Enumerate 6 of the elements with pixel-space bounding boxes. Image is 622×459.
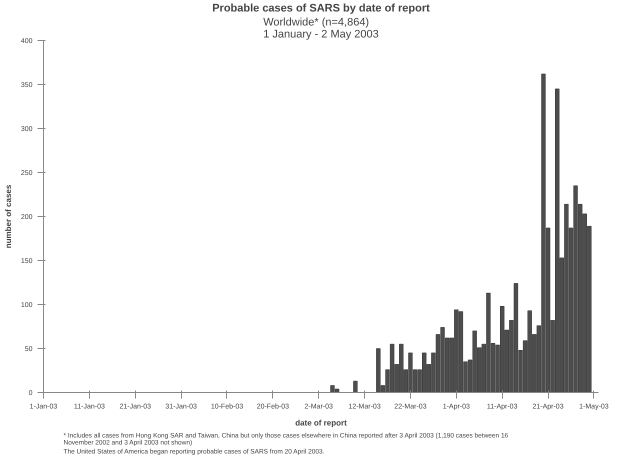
bar bbox=[353, 380, 358, 392]
chart-subtitle: Worldwide* (n=4,864) 1 January - 2 May 2003 bbox=[263, 16, 379, 40]
y-axis-title: number of cases bbox=[4, 184, 13, 248]
bar bbox=[376, 348, 381, 392]
x-axis-title: date of report bbox=[295, 418, 348, 428]
chart-title: Probable cases of SARS by date of report bbox=[212, 2, 430, 14]
